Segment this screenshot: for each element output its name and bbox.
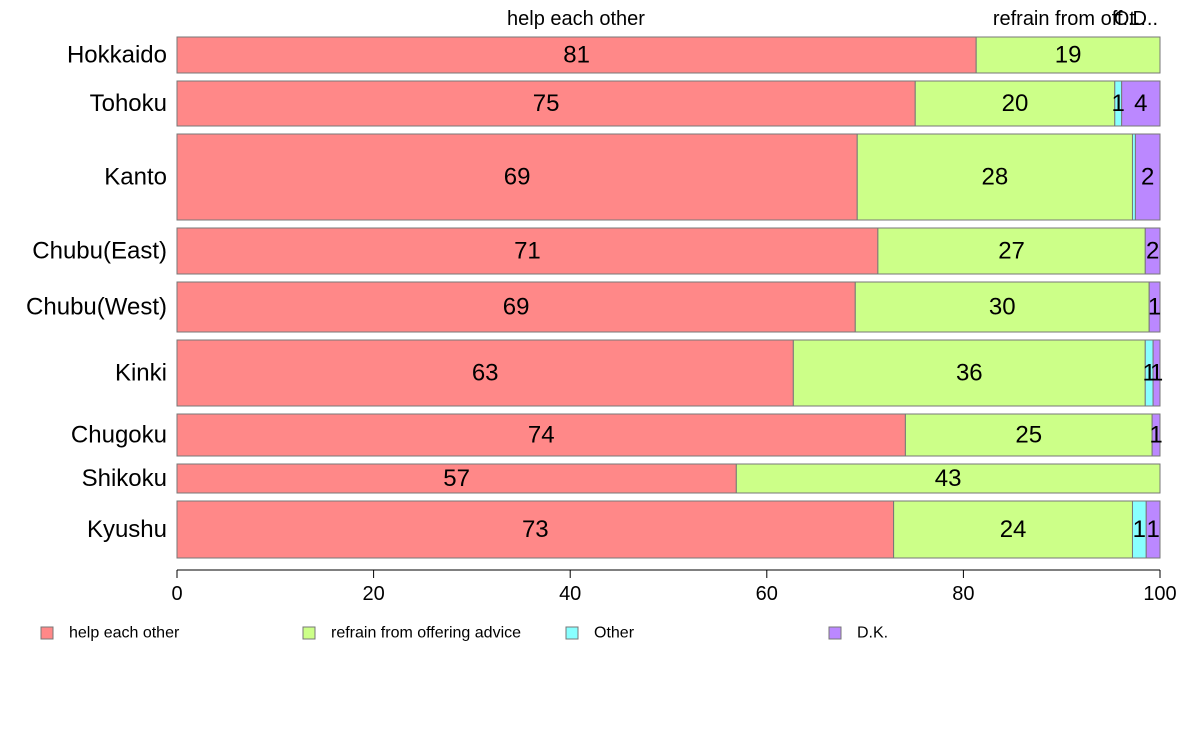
bar-segment [176, 463, 737, 494]
bar-segment [877, 227, 1146, 275]
x-tick-label: 60 [756, 583, 778, 605]
bar-segment [1151, 413, 1161, 457]
bar-segment [1134, 133, 1161, 221]
value-label: 69 [503, 294, 530, 321]
bar-segment [856, 133, 1133, 221]
value-label: 1 [1146, 516, 1159, 543]
category-label: Chubu(West) [26, 294, 167, 321]
value-label: 81 [563, 42, 590, 69]
category-labels: Hokkaido Tohoku Kanto Chubu(East) Chubu(West… [26, 42, 167, 544]
value-label: 27 [998, 238, 1025, 265]
value-label: 43 [935, 465, 962, 492]
value-label: 75 [533, 90, 560, 117]
value-label: 1 [1143, 360, 1156, 387]
category-label: Kanto [104, 164, 167, 191]
value-label: 57 [443, 465, 470, 492]
value-label: 1 [1149, 422, 1162, 449]
category-label: Shikoku [82, 465, 167, 492]
legend-item: help each other [40, 625, 180, 642]
value-label: 24 [1000, 516, 1027, 543]
bar-segment [176, 413, 906, 457]
category-label: Tohoku [90, 90, 167, 117]
value-label: 74 [528, 422, 555, 449]
bar-segment [904, 413, 1153, 457]
x-tick-label: 80 [952, 583, 974, 605]
top-series-label: help each other [507, 8, 645, 30]
bar-segment [176, 80, 916, 127]
legend-label: D.K. [857, 625, 888, 642]
bar-segment [893, 500, 1133, 559]
value-label: 63 [472, 360, 499, 387]
value-label: 1 [1112, 90, 1125, 117]
bar-segment [176, 281, 856, 333]
value-label: 30 [989, 294, 1016, 321]
legend-label: Other [594, 625, 635, 642]
bar-segment [1121, 80, 1161, 127]
top-series-label: Ot.. [1114, 8, 1146, 30]
bar-segment [176, 133, 858, 221]
bar-segment [176, 339, 794, 407]
bar-segment [1152, 339, 1161, 407]
bar-segment [1145, 500, 1161, 559]
x-tick-label: 40 [559, 583, 581, 605]
x-tick-label: 0 [171, 583, 182, 605]
value-label: 73 [522, 516, 549, 543]
category-label: Hokkaido [67, 42, 167, 69]
legend: help each other refrain from offering adv… [40, 625, 888, 642]
legend-item: refrain from offering advice [302, 625, 521, 642]
x-axis: 0 20 40 60 80 100 [171, 569, 1177, 605]
value-label: 25 [1015, 422, 1042, 449]
value-label: 2 [1141, 164, 1154, 191]
legend-label: refrain from offering advice [331, 625, 521, 642]
value-label: 1 [1148, 294, 1161, 321]
legend-swatch [302, 626, 316, 640]
top-series-labels: help each other refrain from off...Ot..D.… [507, 8, 1158, 30]
bar-segment [792, 339, 1146, 407]
bar-segment [854, 281, 1150, 333]
x-tick-label: 100 [1143, 583, 1176, 605]
bar-segment [975, 36, 1161, 74]
legend-item: Other [565, 625, 635, 642]
value-label: 69 [504, 164, 531, 191]
bar-segment [914, 80, 1116, 127]
value-label: 2 [1146, 238, 1159, 265]
category-label: Chubu(East) [32, 238, 167, 265]
legend-swatch [40, 626, 54, 640]
x-tick-label: 20 [362, 583, 384, 605]
legend-swatch [828, 626, 842, 640]
category-label: Chugoku [71, 422, 167, 449]
category-label: Kyushu [87, 516, 167, 543]
value-label: 1 [1150, 360, 1163, 387]
value-label: 36 [956, 360, 983, 387]
bar-segment [735, 463, 1161, 494]
bar-segment [1148, 281, 1161, 333]
bar-segment [176, 500, 895, 559]
value-label: 1 [1133, 516, 1146, 543]
legend-item: D.K. [828, 625, 888, 642]
value-label: 28 [982, 164, 1009, 191]
value-label: 20 [1002, 90, 1029, 117]
bar-segment [176, 36, 977, 74]
top-series-label: refrain from off... [993, 8, 1139, 30]
category-label: Kinki [115, 360, 167, 387]
value-label: 4 [1134, 90, 1147, 117]
top-series-label: D.. [1132, 8, 1158, 30]
bar-segments [176, 36, 1161, 559]
value-label: 71 [514, 238, 541, 265]
legend-swatch [565, 626, 579, 640]
legend-label: help each other [69, 625, 180, 642]
bar-segment [1144, 227, 1161, 275]
value-label: 19 [1055, 42, 1082, 69]
